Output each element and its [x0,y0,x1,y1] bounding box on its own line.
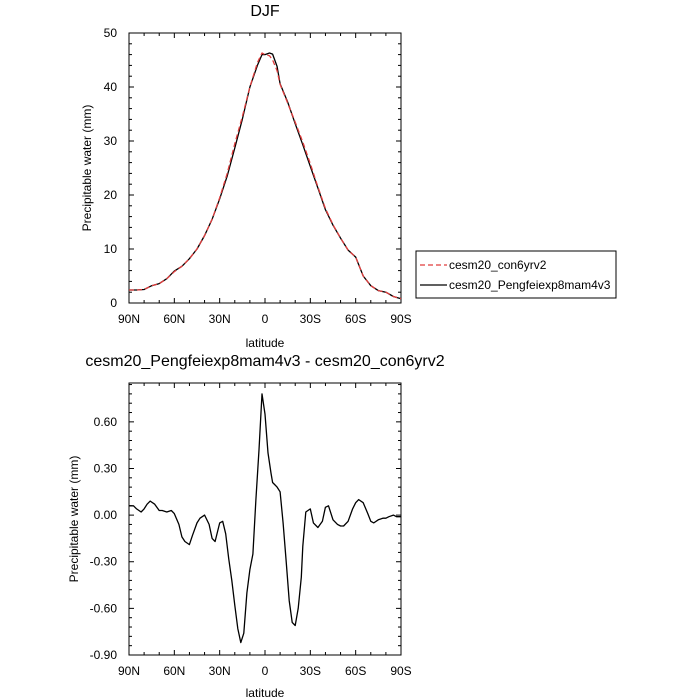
top-axis-ticks: 90N 60N 30N 0 30S 60S 90S 0 10 20 30 40 50 [104,26,412,326]
bottom-x-tick-label: 60S [345,664,366,678]
legend-label-con6yrv2: cesm20_con6yrv2 [449,258,547,272]
top-x-tick-label: 30N [209,312,231,326]
top-y-axis-label: Precipitable water (mm) [80,105,94,232]
bottom-series-line-difference [129,393,401,644]
top-x-axis-label: latitude [246,336,285,350]
top-y-tick-label: 10 [104,242,118,256]
top-y-tick-label: 50 [104,26,118,40]
bottom-y-tick-label: 0.60 [94,415,118,429]
bottom-panel: cesm20_Pengfeiexp8mam4v3 - cesm20_con6yr… [67,353,445,700]
legend-box [415,250,617,299]
legend: cesm20_con6yrv2 cesm20_Pengfeiexp8mam4v3 [415,250,617,299]
bottom-y-tick-label: -0.90 [90,648,118,662]
top-y-tick-label: 20 [104,188,118,202]
top-y-tick-label: 40 [104,80,118,94]
top-panel: DJF 90N 60N 30N 0 30S 60S 90S 0 10 20 30 40 50 latit… [80,3,617,350]
top-series-line-cesm20-pengfeiexp8mam4v3 [129,52,402,300]
top-x-tick-label: 90N [118,312,140,326]
bottom-axis-ticks: 90N 60N 30N 0 30S 60S 90S -0.90 -0.60 -0.30 0.00 0.… [90,383,412,678]
bottom-x-tick-label: 90S [390,664,411,678]
legend-label-pengfeiexp8mam4v3: cesm20_Pengfeiexp8mam4v3 [449,278,611,292]
top-y-tick-label: 30 [104,134,118,148]
top-x-tick-label: 30S [300,312,321,326]
bottom-y-tick-label: 0.00 [94,508,118,522]
top-chart-title: DJF [250,3,280,20]
bottom-x-tick-label: 30S [300,664,321,678]
top-x-tick-label: 0 [262,312,269,326]
top-x-tick-label: 60S [345,312,366,326]
bottom-series-lines [129,393,401,644]
top-x-tick-label: 60N [163,312,185,326]
bottom-x-axis-label: latitude [246,686,285,700]
bottom-chart-title: cesm20_Pengfeiexp8mam4v3 - cesm20_con6yr… [85,353,444,370]
bottom-x-tick-label: 90N [118,664,140,678]
bottom-x-tick-label: 0 [262,664,269,678]
top-series-lines [129,52,402,300]
bottom-y-axis-label: Precipitable water (mm) [67,456,81,583]
top-x-tick-label: 90S [390,312,411,326]
bottom-y-tick-label: -0.30 [90,555,118,569]
bottom-plot-frame [128,382,402,656]
bottom-x-tick-label: 30N [209,664,231,678]
top-y-tick-label: 0 [110,296,117,310]
top-series-line-cesm20-con6yrv2 [129,52,402,300]
top-plot-frame [128,32,402,304]
bottom-y-tick-label: 0.30 [94,461,118,475]
bottom-y-tick-label: -0.60 [90,601,118,615]
bottom-x-tick-label: 60N [163,664,185,678]
